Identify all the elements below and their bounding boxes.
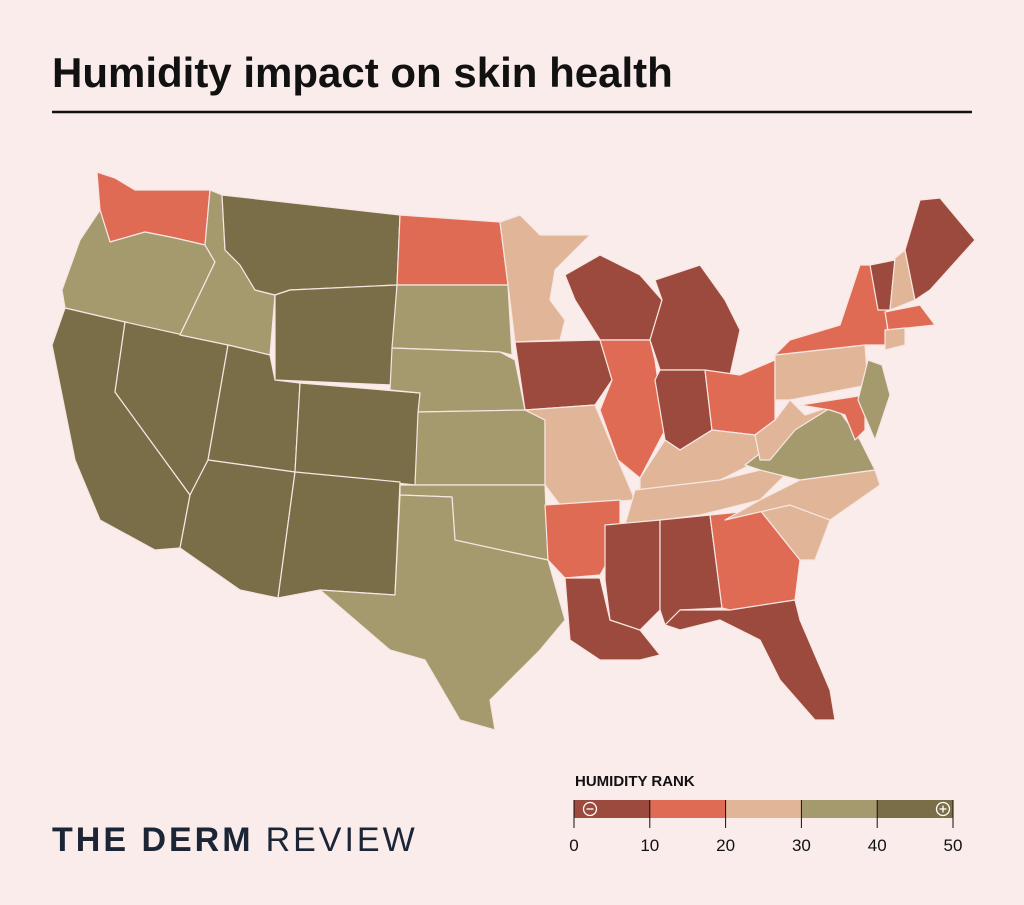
icon-ring: [935, 801, 951, 817]
brand-bold: THE DERM: [52, 821, 254, 859]
legend-title: HUMIDITY RANK: [575, 773, 695, 790]
state: [604, 519, 661, 631]
state: [514, 339, 613, 411]
brand-light: REVIEW: [266, 821, 418, 859]
legend-swatch: [801, 800, 878, 818]
state: [857, 359, 891, 441]
state: [294, 382, 421, 486]
legend-swatch: [649, 800, 726, 818]
legend-swatch: [725, 800, 802, 818]
legend-tick-label: 40: [868, 836, 887, 855]
legend-tick-label: 10: [640, 836, 659, 855]
legend-tick-label: 50: [944, 836, 963, 855]
state: [499, 214, 591, 343]
plus-icon: [935, 801, 951, 817]
state: [564, 577, 661, 661]
state: [564, 254, 663, 341]
minus-icon: [582, 801, 598, 817]
legend: HUMIDITY RANK 0 10 20 30 40 50: [569, 773, 962, 855]
state: [221, 194, 401, 296]
title: Humidity impact on skin health: [52, 49, 673, 96]
state: [277, 471, 401, 599]
legend-tick-label: 20: [716, 836, 735, 855]
state: [396, 214, 509, 286]
state: [884, 304, 936, 331]
icon-ring: [582, 801, 598, 817]
legend-swatch: [877, 800, 953, 818]
state: [704, 359, 776, 436]
legend-swatch: [574, 800, 650, 818]
legend-tick-label: 30: [792, 836, 811, 855]
state: [774, 264, 889, 356]
state: [274, 284, 398, 386]
state: [884, 327, 906, 351]
legend-tick-label: 0: [569, 836, 578, 855]
state: [544, 499, 621, 579]
state: [319, 494, 566, 731]
state: [904, 197, 976, 301]
state: [414, 409, 546, 486]
state: [664, 599, 836, 721]
state: [649, 264, 741, 376]
state: [179, 459, 296, 599]
brand: THE DERM REVIEW: [52, 821, 418, 859]
state: [391, 284, 513, 356]
us-map: [51, 171, 976, 731]
